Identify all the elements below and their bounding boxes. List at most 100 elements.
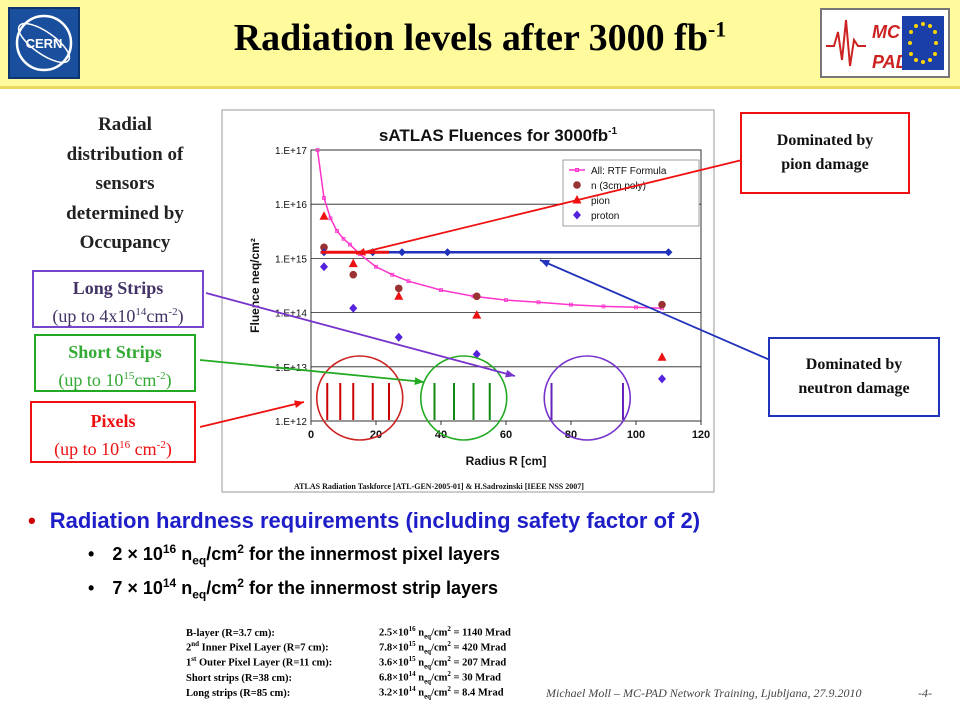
chart-legend xyxy=(562,159,700,227)
y-axis-label: Fluence neq/cm² xyxy=(248,238,262,333)
data-point-rtf xyxy=(504,298,508,303)
data-point-neutron xyxy=(472,292,481,301)
data-point-rtf xyxy=(341,236,346,241)
neutron-level-marker xyxy=(443,248,452,257)
table-row: 2nd Inner Pixel Layer (R=7 cm): 7.8×1015 … xyxy=(186,640,507,656)
chart-caption: ATLAS Radiation Taskforce [ATL-GEN-2005-… xyxy=(294,482,584,491)
page-title: Radiation levels after 3000 fb-1 xyxy=(233,16,727,59)
data-point-neutron xyxy=(320,243,328,252)
data-point-rtf xyxy=(569,302,573,307)
neutron-callout-arrow-head xyxy=(540,260,550,268)
x-tick-label: 80 xyxy=(565,429,577,441)
neutron-level-marker xyxy=(320,248,328,257)
legend-entry: proton xyxy=(591,211,619,222)
data-point-rtf xyxy=(406,279,411,284)
y-tick-label: 1.E+13 xyxy=(275,363,307,374)
neutron-damage-callout: Dominated by neutron damage xyxy=(768,337,940,417)
x-tick-label: 40 xyxy=(435,429,447,441)
long-strips-arrow xyxy=(205,292,516,377)
data-point-proton xyxy=(658,374,666,384)
radial-distribution-label: Radial distribution of sensors determine… xyxy=(40,110,210,258)
table-row: Long strips (R=85 cm): 3.2×1014 neq/cm2 =… xyxy=(186,685,504,701)
x-tick-label: 20 xyxy=(370,429,382,441)
legend-entry: All: RTF Formula xyxy=(591,166,667,177)
data-point-pion xyxy=(348,258,358,268)
ring-long_strips xyxy=(543,355,632,441)
y-tick-label: 1.E+12 xyxy=(275,417,307,428)
data-point-rtf xyxy=(374,264,378,269)
data-point-rtf xyxy=(315,148,320,152)
y-tick-label: 1.E+17 xyxy=(275,146,307,157)
title-bar: CERN Radiation levels after 3000 fb-1 MC… xyxy=(0,0,960,89)
neutron-callout-arrow xyxy=(539,259,771,361)
data-point-proton xyxy=(394,332,403,342)
short-strips-box: Short Strips (up to 1015cm-2) xyxy=(34,334,196,392)
legend-swatch-marker xyxy=(575,168,579,172)
short-strips-arrow xyxy=(199,359,425,383)
cern-logo-text: CERN xyxy=(26,36,63,51)
y-tick-label: 1.E+14 xyxy=(275,309,307,320)
plot-area xyxy=(310,149,702,422)
legend-entry: n (3cm poly) xyxy=(591,181,646,192)
legend-entry: pion xyxy=(591,196,610,207)
data-point-rtf xyxy=(335,229,339,233)
data-point-neutron xyxy=(658,300,666,309)
neutron-level-marker xyxy=(398,248,406,257)
data-point-proton xyxy=(573,210,581,220)
pion-callout-arrow-head xyxy=(356,248,366,256)
page-number: -4- xyxy=(918,686,932,700)
data-point-rtf xyxy=(471,294,476,299)
mcpad-logo-top: MC xyxy=(872,22,901,42)
x-tick-label: 0 xyxy=(308,429,314,441)
cern-logo-graphic: CERN xyxy=(15,14,73,72)
data-point-proton xyxy=(472,349,481,359)
series-line-rtf-formula xyxy=(316,149,663,310)
y-tick-label: 1.E+16 xyxy=(275,200,307,211)
data-point-rtf xyxy=(348,242,352,247)
data-point-rtf xyxy=(439,288,443,293)
data-point-pion xyxy=(572,195,582,204)
data-point-rtf xyxy=(328,216,333,221)
y-tick-label: 1.E+15 xyxy=(275,254,307,265)
data-point-rtf xyxy=(322,196,326,200)
x-tick-label: 120 xyxy=(692,429,710,441)
sub-bullet-pixel: • 2 × 1016 neq/cm2 for the innermost pixe… xyxy=(88,542,501,568)
data-point-proton xyxy=(349,303,358,313)
data-point-rtf xyxy=(357,252,362,257)
data-point-pion xyxy=(394,291,404,300)
sub-bullet-strip: • 7 × 1014 neq/cm2 for the innermost stri… xyxy=(88,575,499,602)
main-bullet: • Radiation hardness requirements (includ… xyxy=(28,508,701,533)
ring-pixels xyxy=(315,355,404,441)
data-point-rtf xyxy=(390,272,395,277)
cern-logo: CERN xyxy=(8,7,80,79)
mcpad-logo-bottom: PAD xyxy=(872,52,909,72)
data-point-pion xyxy=(472,310,482,319)
data-point-rtf xyxy=(660,306,664,311)
data-point-neutron xyxy=(394,284,403,293)
pixels-box: Pixels (up to 1016 cm-2) xyxy=(30,401,196,463)
footer-credit: Michael Moll – MC-PAD Network Training, … xyxy=(546,686,862,700)
x-tick-label: 60 xyxy=(500,429,512,441)
long-strips-arrow-head xyxy=(505,369,515,378)
data-point-rtf xyxy=(536,300,541,305)
data-point-neutron xyxy=(573,181,581,189)
table-row: 1st Outer Pixel Layer (R=11 cm): 3.6×1015… xyxy=(186,655,507,671)
data-point-pion xyxy=(319,211,329,220)
data-point-rtf xyxy=(634,305,638,310)
ring-short_strips xyxy=(419,355,508,441)
requirements-bullets: • Radiation hardness requirements (includ… xyxy=(28,508,928,601)
data-point-neutron xyxy=(349,270,358,279)
data-point-proton xyxy=(320,262,328,272)
chart-title: sATLAS Fluences for 3000fb-1 xyxy=(379,126,618,145)
short-strips-arrow-head xyxy=(414,377,424,385)
chart-frame xyxy=(221,109,715,493)
data-point-rtf xyxy=(601,304,606,309)
x-axis-label: Radius R [cm] xyxy=(466,454,547,468)
mcpad-logo: MC PAD xyxy=(820,8,950,78)
long-strips-box: Long Strips (up to 4x1014cm-2) xyxy=(32,270,204,328)
pion-damage-callout: Dominated by pion damage xyxy=(740,112,910,194)
neutron-level-marker xyxy=(664,248,673,257)
table-row: Short strips (R=38 cm): 6.8×1014 neq/cm2 … xyxy=(186,670,501,686)
pixels-arrow-head xyxy=(294,400,304,408)
x-tick-label: 100 xyxy=(627,429,645,441)
